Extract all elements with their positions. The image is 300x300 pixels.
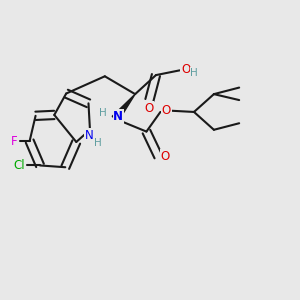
Text: N: N bbox=[113, 110, 123, 123]
Text: O: O bbox=[162, 104, 171, 117]
Polygon shape bbox=[112, 94, 135, 121]
Text: H: H bbox=[99, 108, 106, 118]
Text: O: O bbox=[160, 150, 170, 163]
Text: N: N bbox=[85, 129, 94, 142]
Text: H: H bbox=[190, 68, 198, 78]
Text: Cl: Cl bbox=[14, 159, 25, 172]
Text: O: O bbox=[181, 63, 190, 76]
Text: O: O bbox=[144, 102, 153, 115]
Text: H: H bbox=[94, 138, 102, 148]
Text: F: F bbox=[11, 135, 17, 148]
